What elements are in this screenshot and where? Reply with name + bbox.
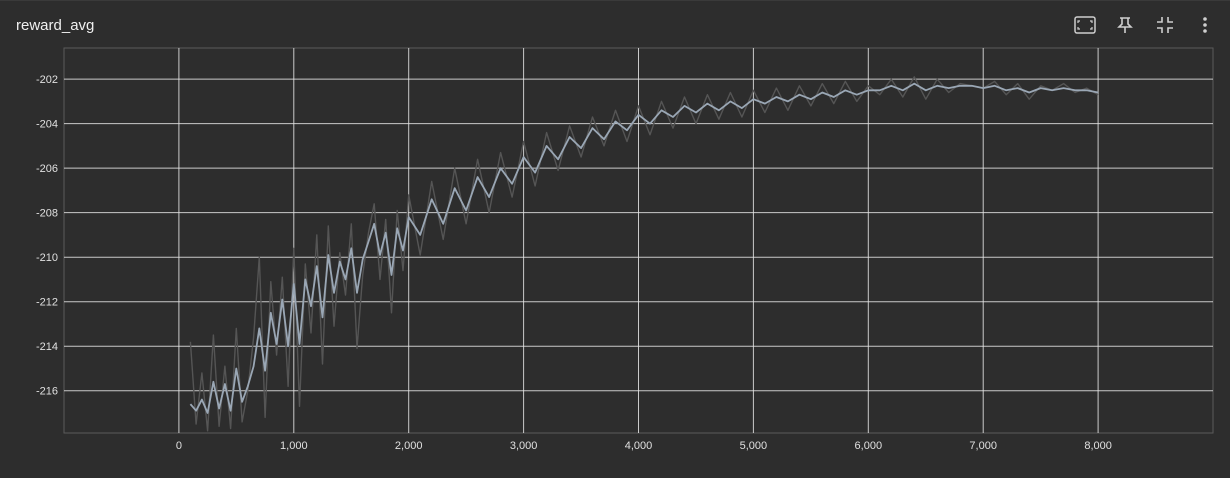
- x-tick-label: 0: [176, 440, 182, 452]
- y-tick-label: -216: [36, 386, 58, 398]
- fit-to-domain-icon: [1074, 16, 1096, 34]
- x-tick-label: 5,000: [740, 440, 768, 452]
- raw-series-line: [189, 76, 1099, 432]
- y-tick-label: -202: [36, 74, 58, 86]
- chart-toolbar: [1074, 14, 1216, 36]
- y-axis-ticks: -216 -214 -212 -210 -208 -206 -204 -202: [36, 74, 58, 398]
- pin-button[interactable]: [1114, 14, 1136, 36]
- collapse-button[interactable]: [1154, 14, 1176, 36]
- y-tick-label: -206: [36, 163, 58, 175]
- more-vert-icon: [1203, 17, 1207, 33]
- y-tick-label: -210: [36, 252, 58, 264]
- fit-domain-button[interactable]: [1074, 14, 1096, 36]
- x-tick-label: 2,000: [395, 440, 423, 452]
- pin-icon: [1117, 17, 1133, 33]
- y-tick-label: -212: [36, 297, 58, 309]
- y-tick-label: -204: [36, 119, 58, 131]
- smoothed-series-line: [189, 82, 1099, 414]
- y-tick-label: -208: [36, 208, 58, 220]
- x-tick-label: 1,000: [280, 440, 308, 452]
- x-axis-ticks: 0 1,000 2,000 3,000 4,000 5,000 6,000 7,000 8,00…: [176, 440, 1112, 452]
- x-tick-label: 6,000: [855, 440, 883, 452]
- chart-grid: [63, 47, 1214, 434]
- chart-series: [189, 76, 1099, 432]
- x-tick-label: 4,000: [625, 440, 653, 452]
- x-tick-label: 8,000: [1084, 440, 1112, 452]
- y-tick-label: -214: [36, 341, 58, 353]
- more-options-button[interactable]: [1194, 14, 1216, 36]
- x-tick-label: 7,000: [969, 440, 997, 452]
- x-tick-label: 3,000: [510, 440, 538, 452]
- collapse-icon: [1157, 17, 1173, 33]
- chart-title: reward_avg: [16, 17, 95, 34]
